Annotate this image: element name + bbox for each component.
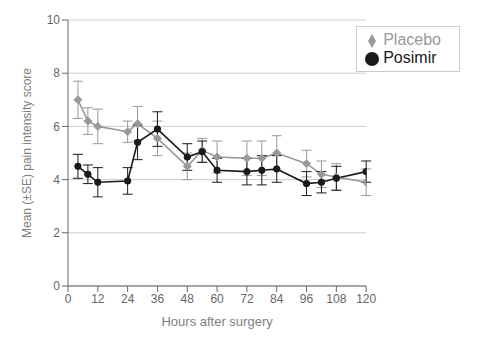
svg-text:120: 120 (356, 292, 376, 306)
svg-text:72: 72 (240, 292, 254, 306)
svg-text:0: 0 (53, 279, 60, 293)
svg-text:108: 108 (326, 292, 346, 306)
svg-text:2: 2 (53, 226, 60, 240)
svg-text:12: 12 (91, 292, 105, 306)
svg-text:Hours after surgery: Hours after surgery (161, 314, 273, 329)
svg-text:8: 8 (53, 66, 60, 80)
svg-text:96: 96 (300, 292, 314, 306)
svg-text:6: 6 (53, 120, 60, 134)
html-text:Placebo: Placebo (383, 31, 441, 48)
html-text:Posimir: Posimir (383, 49, 437, 66)
svg-text:60: 60 (210, 292, 224, 306)
svg-text:48: 48 (181, 292, 195, 306)
svg-text:4: 4 (53, 173, 60, 187)
svg-text:10: 10 (47, 13, 61, 27)
svg-text:0: 0 (65, 292, 72, 306)
svg-text:36: 36 (151, 292, 165, 306)
svg-text:84: 84 (270, 292, 284, 306)
svg-text:Mean (±SE) pain intensity scor: Mean (±SE) pain intensity score (20, 68, 34, 238)
svg-text:24: 24 (121, 292, 135, 306)
